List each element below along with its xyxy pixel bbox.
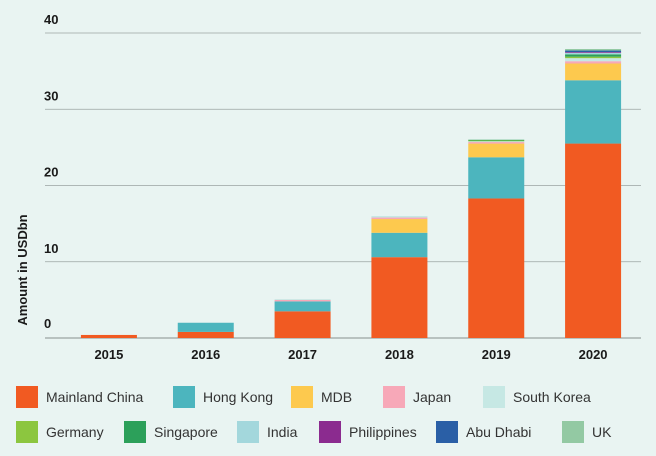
legend: Mainland China Hong Kong MDB Japan South Kor… [16, 386, 646, 456]
bar-2019-hong-kong [468, 157, 525, 199]
gridlines [45, 32, 641, 339]
y-tick-label: 10 [44, 241, 58, 256]
legend-item-singapore: Singapore [124, 421, 237, 443]
legend-swatch [483, 386, 505, 408]
legend-item-japan: Japan [383, 386, 483, 408]
bar-2020-india [565, 52, 622, 55]
legend-item-abu-dhabi: Abu Dhabi [436, 421, 562, 443]
legend-item-south-korea: South Korea [483, 386, 603, 408]
bar-2020-philippines [565, 52, 622, 53]
legend-label: Germany [46, 424, 104, 440]
legend-label: Singapore [154, 424, 218, 440]
bar-2020-abu-dhabi [565, 50, 622, 53]
legend-row: Mainland China Hong Kong MDB Japan South Kor… [16, 386, 646, 408]
stacked-bar-chart: 0 10 20 30 40 2015 2016 2017 2018 2019 2020 Amoun… [15, 12, 641, 362]
legend-label: MDB [321, 389, 353, 405]
y-axis-ticks: 0 10 20 30 40 [44, 12, 58, 331]
legend-label: Hong Kong [203, 389, 274, 405]
legend-swatch [319, 421, 341, 443]
y-tick-label: 0 [44, 316, 51, 331]
x-tick-label: 2019 [482, 347, 511, 362]
bar-2016-hong-kong [177, 322, 234, 332]
legend-item-mainland-china: Mainland China [16, 386, 173, 408]
legend-swatch [173, 386, 195, 408]
bar-2020-hong-kong [565, 80, 622, 144]
bar-2017-south-korea [274, 299, 331, 300]
x-axis-ticks: 2015 2016 2017 2018 2019 2020 [94, 347, 607, 362]
legend-swatch [562, 421, 584, 443]
legend-swatch [237, 421, 259, 443]
bar-2020-mainland-china [565, 143, 622, 338]
y-tick-label: 20 [44, 165, 58, 180]
bar-2018-hong-kong [371, 232, 428, 258]
legend-row: Germany Singapore India Philippines Abu Dhab… [16, 421, 646, 443]
legend-item-india: India [237, 421, 319, 443]
legend-label: Abu Dhabi [466, 424, 532, 440]
bar-2015-mainland-china [80, 334, 137, 338]
legend-item-hong-kong: Hong Kong [173, 386, 291, 408]
bar-2020-germany [565, 56, 622, 59]
legend-swatch [291, 386, 313, 408]
legend-swatch [16, 421, 38, 443]
bar-2019-japan [468, 142, 525, 144]
bar-2017-hong-kong [274, 301, 331, 312]
legend-item-philippines: Philippines [319, 421, 436, 443]
legend-swatch [436, 421, 458, 443]
legend-item-mdb: MDB [291, 386, 383, 408]
y-tick-label: 30 [44, 88, 58, 103]
bar-2020-japan [565, 61, 622, 64]
legend-label: South Korea [513, 389, 591, 405]
legend-label: India [267, 424, 298, 440]
bar-2018-mainland-china [371, 257, 428, 338]
legend-swatch [383, 386, 405, 408]
legend-swatch [16, 386, 38, 408]
legend-label: Mainland China [46, 389, 144, 405]
bar-2019-germany [468, 140, 525, 142]
bar-2020-south-korea [565, 58, 622, 62]
bar-2018-south-korea [371, 216, 428, 218]
x-tick-label: 2017 [288, 347, 317, 362]
bar-2018-mdb [371, 219, 428, 233]
legend-item-uk: UK [562, 421, 622, 443]
legend-label: Philippines [349, 424, 417, 440]
x-tick-label: 2016 [191, 347, 220, 362]
bar-2018-japan [371, 217, 428, 220]
y-tick-label: 40 [44, 12, 58, 27]
bar-2019-mainland-china [468, 198, 525, 338]
bars [80, 49, 622, 338]
bar-2017-mainland-china [274, 311, 331, 338]
bar-2020-mdb [565, 63, 622, 81]
bar-2016-mainland-china [177, 331, 234, 338]
bar-2019-mdb [468, 143, 525, 158]
y-axis-title: Amount in USDbn [15, 214, 30, 325]
bar-2020-singapore [565, 54, 622, 57]
legend-label: UK [592, 424, 612, 440]
bar-2017-japan [274, 299, 331, 302]
x-tick-label: 2020 [579, 347, 608, 362]
legend-label: Japan [413, 389, 452, 405]
legend-swatch [124, 421, 146, 443]
legend-item-germany: Germany [16, 421, 124, 443]
bar-2020-uk [565, 49, 622, 51]
bar-2019-south-korea [468, 141, 525, 143]
x-tick-label: 2015 [94, 347, 123, 362]
x-tick-label: 2018 [385, 347, 414, 362]
bar-2019-singapore [468, 139, 525, 141]
